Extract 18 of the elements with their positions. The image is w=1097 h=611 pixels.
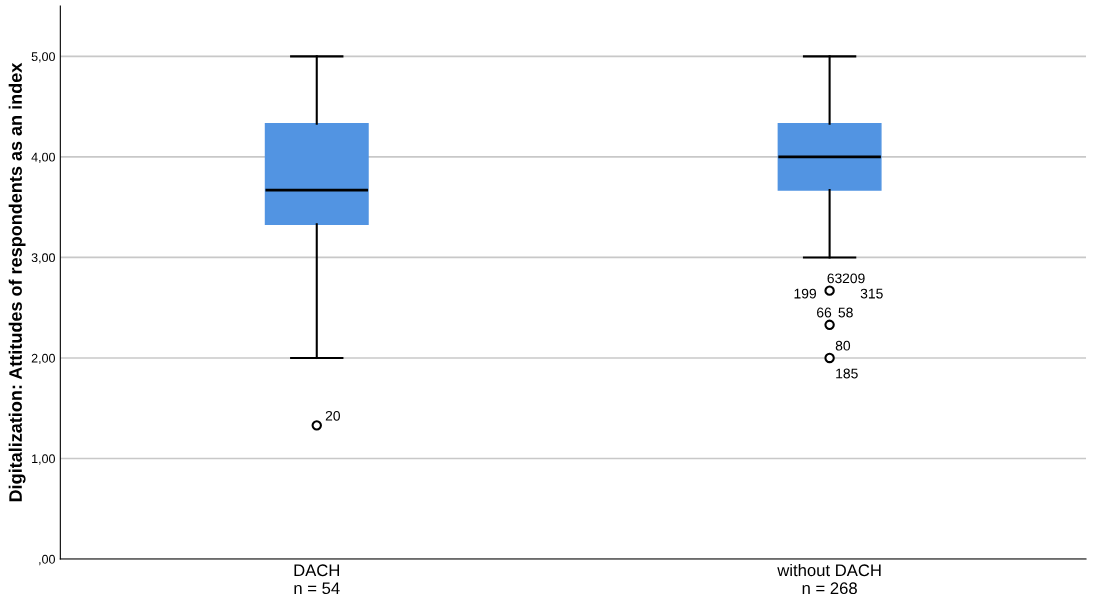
annotation: 66 bbox=[817, 307, 832, 318]
annotation: 209 bbox=[842, 273, 865, 284]
annotation: 199 bbox=[794, 288, 817, 299]
annotation: 80 bbox=[835, 340, 851, 351]
x-tick-label: without DACH n = 268 bbox=[777, 563, 881, 595]
annotation: 185 bbox=[836, 368, 858, 379]
annotation: 20 bbox=[325, 410, 340, 421]
y-tick-label: 1,00 bbox=[32, 454, 55, 465]
y-tick-label: 2,00 bbox=[31, 353, 55, 365]
annotation: 58 bbox=[838, 307, 853, 318]
y-axis-title: Digitalization: Attitudes of respondents as an index bbox=[8, 62, 26, 502]
y-tick-label: 4,00 bbox=[31, 152, 55, 164]
annotation: 63 bbox=[827, 273, 842, 284]
y-tick-label: 3,00 bbox=[31, 253, 55, 264]
x-tick-label: DACH n = 54 bbox=[294, 564, 340, 595]
annotation: 315 bbox=[860, 288, 883, 299]
y-tick-label: ,00 bbox=[39, 554, 55, 566]
y-tick-label: 5,00 bbox=[31, 52, 55, 63]
